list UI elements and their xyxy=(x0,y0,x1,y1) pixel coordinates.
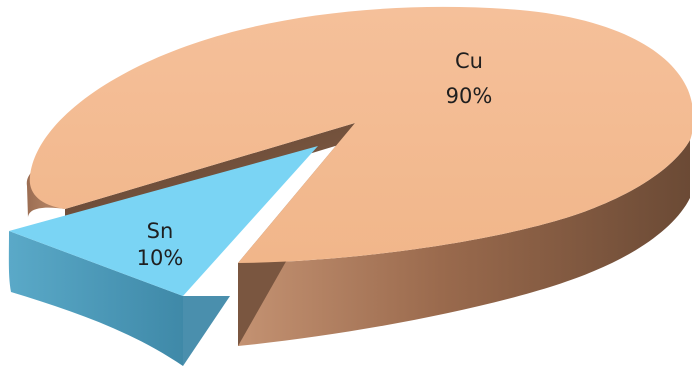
slice-cu-top xyxy=(29,6,692,263)
slice-sn xyxy=(8,146,318,366)
slice-sn-side-left xyxy=(8,231,184,366)
slice-sn-value: 10% xyxy=(137,246,184,270)
slice-sn-name: Sn xyxy=(147,219,174,243)
slice-cu-value: 90% xyxy=(446,84,493,108)
slice-sn-top xyxy=(9,146,318,296)
slice-cu xyxy=(26,6,692,346)
slice-cu-side-front xyxy=(238,140,690,346)
slice-cu-name: Cu xyxy=(455,49,483,73)
slice-sn-side-front xyxy=(183,296,230,366)
